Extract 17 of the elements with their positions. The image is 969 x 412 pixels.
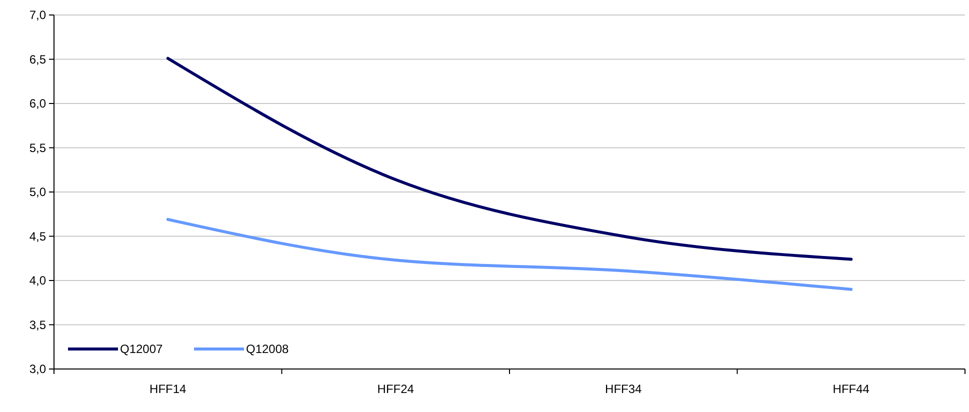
y-tick-label: 6,5 (29, 52, 46, 66)
x-tick-label: HFF34 (605, 382, 642, 396)
line-series (166, 56, 853, 261)
legend-label: Q12008 (246, 342, 290, 356)
y-tick-label: 3,0 (29, 362, 46, 376)
y-tick-label: 4,5 (29, 229, 46, 244)
x-tick-label: HFF24 (377, 382, 414, 396)
y-tick-label: 5,5 (29, 140, 46, 155)
y-tick-label: 7,0 (29, 8, 46, 22)
y-tick-label: 6,0 (29, 96, 46, 111)
x-tick-label: HFF14 (150, 382, 187, 396)
x-tick-label: HFF44 (832, 382, 870, 396)
y-tick-label: 5,0 (29, 185, 46, 200)
legend-label: Q12007 (120, 342, 164, 356)
y-tick-label: 3,5 (29, 318, 46, 332)
line-series (166, 218, 853, 291)
y-tick-label: 4,0 (29, 274, 46, 288)
